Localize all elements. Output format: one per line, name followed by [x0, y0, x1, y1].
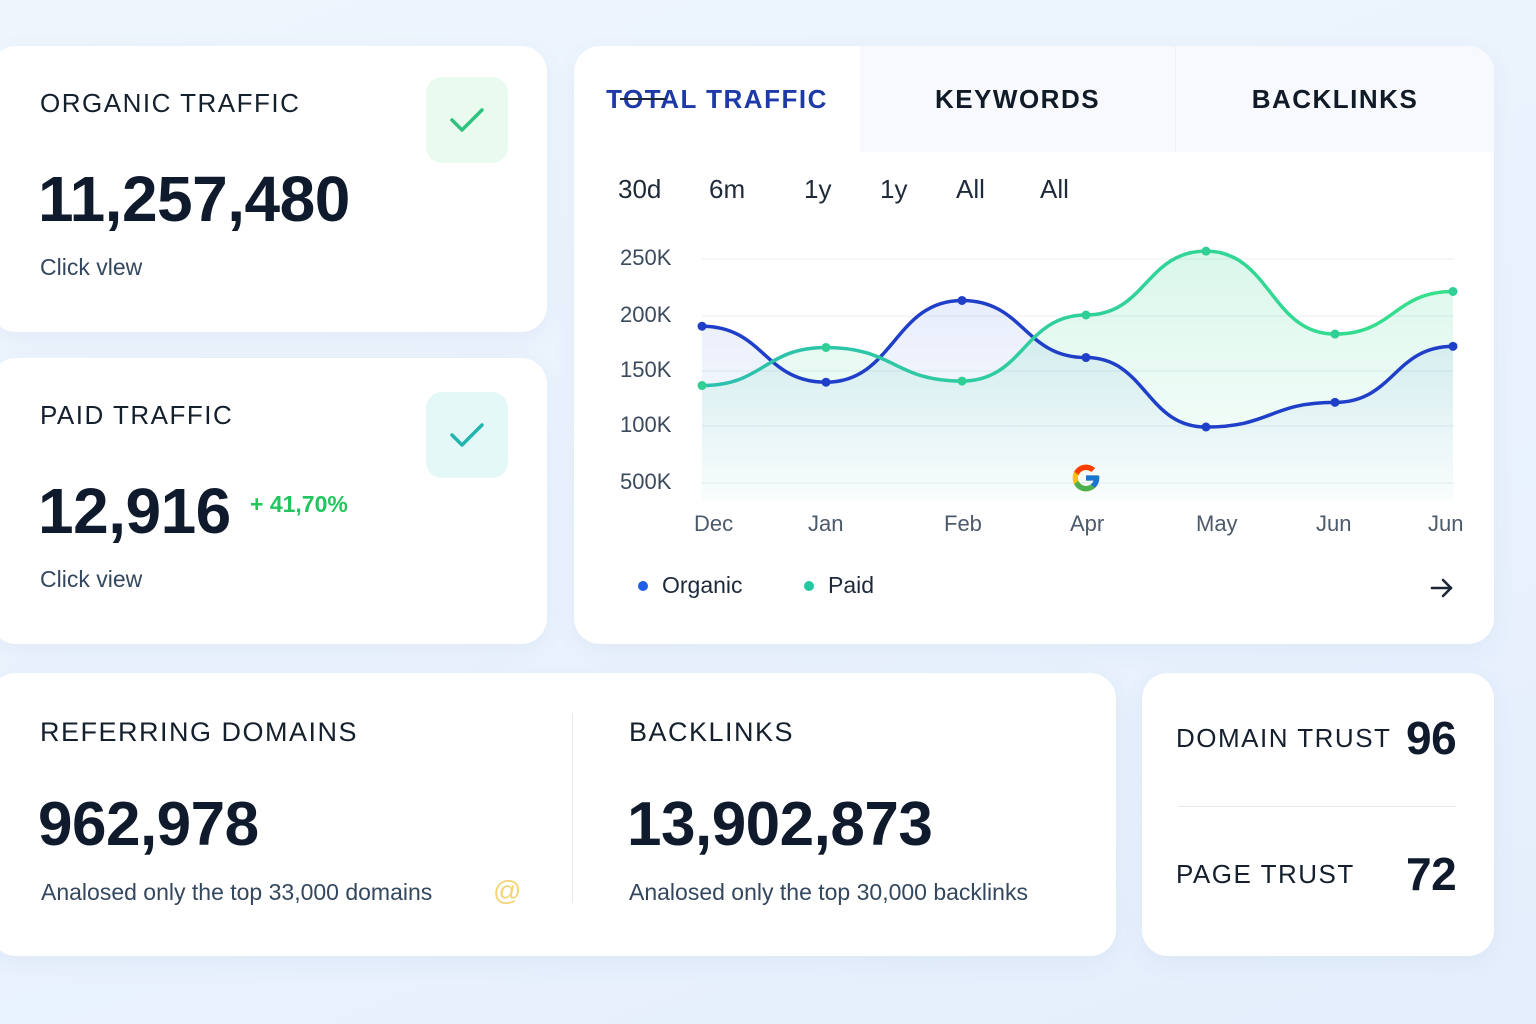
range-30d[interactable]: 30d [618, 174, 662, 204]
y-tick-label: 500K [620, 469, 672, 494]
summary-divider [572, 713, 573, 903]
domain-trust-value: 96 [1406, 712, 1457, 764]
organic-traffic-value: 11,257,480 [38, 163, 350, 235]
paid-data-point [821, 342, 831, 352]
tab-keywords[interactable]: KEYWORDS [860, 46, 1176, 152]
organic-data-point [697, 321, 707, 331]
y-tick-label: 250K [620, 245, 672, 270]
organic-traffic-card: ORGANIC TRAFFIC 11,257,480 Click vlew [0, 46, 547, 332]
organic-legend-label: Organic [662, 572, 743, 598]
organic-series-line [700, 298, 1455, 429]
range-1y[interactable]: 1y [880, 174, 908, 204]
organic-legend-dot [638, 580, 648, 591]
paid-data-point [1448, 286, 1458, 296]
domain-trust-label: DOMAIN TRUST [1176, 723, 1392, 753]
x-tick-label: Jun [1428, 511, 1464, 536]
x-tick-label: Apr [1070, 511, 1105, 536]
range-6m[interactable]: 6m [709, 174, 746, 204]
tab-total-traffic[interactable]: TOTAL TRAFFIC [574, 46, 860, 152]
paid-data-point [1201, 246, 1211, 256]
legend-organic[interactable]: Organic [638, 572, 743, 599]
at-icon[interactable]: @ [493, 875, 522, 906]
page-trust-label: PAGE TRUST [1176, 859, 1355, 889]
paid-data-point [1330, 329, 1340, 339]
referring-domains-note: Analosed only the top 33,000 domains [41, 879, 433, 905]
organic-data-point [1330, 397, 1340, 407]
organic-click-view-link[interactable]: Click vlew [40, 254, 143, 280]
x-tick-label: Jan [808, 511, 844, 536]
traffic-chart-card: TOTAL TRAFFIC KEYWORDS BACKLINKS 30d 6m … [574, 46, 1494, 644]
paid-traffic-change: + 41,70% [250, 491, 348, 517]
x-tick-label: Jun [1316, 511, 1352, 536]
y-tick-label: 200K [620, 302, 672, 327]
organic-check-badge [426, 77, 508, 163]
paid-data-point [1081, 310, 1091, 320]
backlinks-label: BACKLINKS [629, 717, 795, 747]
paid-click-view-link[interactable]: Click view [40, 566, 143, 592]
organic-traffic-label: ORGANIC TRAFFIC [40, 88, 301, 118]
paid-traffic-label: PAID TRAFFIC [40, 400, 234, 430]
organic-data-point [957, 295, 967, 305]
range-all[interactable]: All [1040, 174, 1069, 204]
backlinks-note: Analosed only the top 30,000 backlinks [629, 879, 1028, 905]
tab-backlinks[interactable]: BACKLINKS [1176, 46, 1494, 152]
paid-series-line [700, 249, 1455, 388]
backlinks-value: 13,902,873 [627, 790, 933, 859]
paid-check-badge [426, 392, 508, 478]
trust-divider [1178, 806, 1456, 807]
referring-domains-label: REFERRING DOMAINS [40, 717, 359, 747]
next-arrow-button[interactable] [1418, 568, 1466, 608]
check-icon [450, 423, 484, 447]
organic-data-point [821, 377, 831, 387]
y-tick-label: 150K [620, 357, 672, 382]
paid-data-point [697, 381, 707, 391]
check-icon [450, 108, 484, 132]
x-tick-label: Dec [694, 511, 734, 536]
chart-tabs: TOTAL TRAFFIC KEYWORDS BACKLINKS [574, 46, 1494, 152]
range-1y[interactable]: 1y [804, 174, 832, 204]
legend-paid[interactable]: Paid [804, 572, 874, 599]
y-tick-label: 100K [620, 412, 672, 437]
arrow-right-icon [1430, 578, 1453, 598]
google-icon [1072, 464, 1100, 492]
paid-traffic-card: PAID TRAFFIC 12,916 + 41,70% Click view [0, 358, 547, 644]
paid-legend-dot [804, 580, 814, 591]
organic-data-point [1081, 353, 1091, 363]
organic-data-point [1201, 422, 1211, 432]
referring-domains-value: 962,978 [38, 790, 259, 859]
active-range-underline [620, 98, 666, 100]
trust-card: DOMAIN TRUST 96 PAGE TRUST 72 [1142, 673, 1494, 956]
x-tick-label: Feb [944, 511, 982, 536]
links-summary-card: REFERRING DOMAINS 962,978 Analosed only … [0, 673, 1116, 956]
paid-data-point [957, 376, 967, 386]
range-all[interactable]: All [956, 174, 985, 204]
page-trust-value: 72 [1406, 848, 1457, 900]
paid-traffic-value: 12,916 [38, 475, 231, 547]
organic-data-point [1448, 341, 1458, 351]
paid-legend-label: Paid [828, 572, 875, 598]
x-tick-label: May [1196, 511, 1238, 536]
